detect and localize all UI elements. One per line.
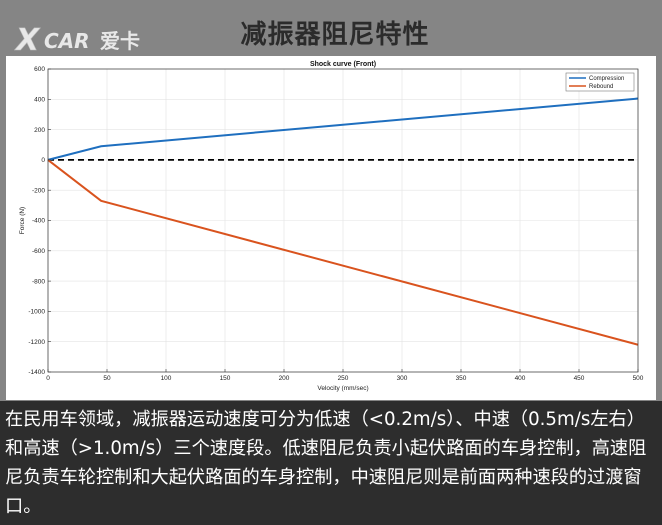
legend: Compression Rebound — [565, 72, 635, 92]
y-tick-label: -1200 — [28, 339, 45, 346]
shock-curve-chart: 0 50 100 150 200 250 300 350 400 450 500 600 400 200 0… — [19, 61, 644, 392]
axes — [47, 68, 639, 373]
svg-text:爱卡: 爱卡 — [100, 29, 140, 53]
x-tick-label: 100 — [161, 375, 172, 382]
series-lines — [47, 97, 639, 346]
legend-label-compression: Compression — [589, 76, 624, 82]
x-tick-label: 350 — [456, 375, 467, 382]
x-tick-label: 500 — [633, 375, 644, 382]
caption-background — [0, 401, 662, 525]
banner-title: 减振器阻尼特性 — [240, 20, 430, 50]
caption-text: 在民用车领域，减振器运动速度可分为低速（<0.2m/s）、中速（0.5m/s左右… — [5, 409, 647, 517]
x-axis-label: Velocity (mm/sec) — [317, 385, 368, 392]
tick-labels: 0 50 100 150 200 250 300 350 400 450 500 600 400 200 0… — [28, 66, 643, 382]
axes-box — [47, 68, 639, 373]
x-tick-label: 200 — [279, 375, 290, 382]
legend-label-rebound: Rebound — [589, 84, 613, 90]
svg-text:CAR: CAR — [44, 29, 90, 53]
chart-title: Shock curve (Front) — [310, 61, 376, 68]
y-tick-label: -600 — [32, 248, 45, 255]
x-tick-label: 150 — [220, 375, 231, 382]
y-axis-label: Force (N) — [19, 207, 26, 234]
y-tick-label: 600 — [34, 66, 45, 73]
series-line-compression — [47, 97, 639, 161]
x-tick-label: 400 — [515, 375, 526, 382]
y-tick-label: -800 — [32, 278, 45, 285]
x-tick-label: 250 — [338, 375, 349, 382]
y-tick-label: -1400 — [28, 369, 45, 376]
y-tick-label: 0 — [41, 157, 45, 164]
series-line-rebound — [47, 159, 639, 346]
y-tick-label: -1000 — [28, 309, 45, 316]
y-tick-label: -200 — [32, 187, 45, 194]
svg-text:X: X — [14, 23, 41, 58]
xcar-logo: X CAR 爱卡 — [14, 23, 140, 58]
x-tick-label: 0 — [46, 375, 50, 382]
chart-panel: 0 50 100 150 200 250 300 350 400 450 500 600 400 200 0… — [6, 56, 656, 400]
x-tick-label: 300 — [397, 375, 408, 382]
y-tick-label: 200 — [34, 127, 45, 134]
x-tick-label: 50 — [103, 375, 111, 382]
y-tick-label: -400 — [32, 218, 45, 225]
grid — [47, 68, 639, 373]
x-tick-label: 450 — [574, 375, 585, 382]
y-tick-label: 400 — [34, 97, 45, 104]
